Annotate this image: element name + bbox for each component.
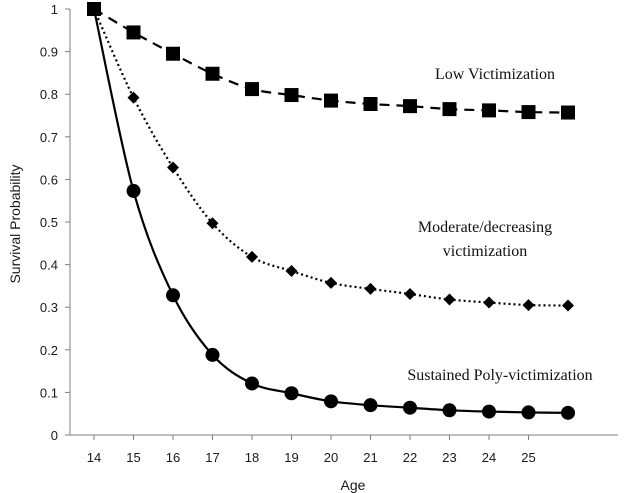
- y-tick-label: 0.5: [40, 215, 58, 230]
- data-point-diamond: [483, 296, 495, 309]
- series-2: [88, 3, 574, 312]
- y-tick-label: 0.1: [40, 385, 58, 400]
- data-point-circle: [561, 405, 575, 420]
- x-tick-label: 20: [324, 450, 338, 465]
- x-tick-label: 25: [521, 450, 535, 465]
- data-point-circle: [363, 398, 378, 413]
- data-point-diamond: [325, 276, 337, 289]
- series-label-line: Moderate/decreasing: [418, 219, 552, 236]
- x-tick-label: 16: [166, 450, 180, 465]
- data-point-diamond: [285, 264, 298, 277]
- data-point-circle: [324, 394, 338, 409]
- data-point-diamond: [404, 287, 416, 300]
- data-point-circle: [245, 376, 259, 391]
- series-label-line: Sustained Poly-victimization: [407, 367, 592, 384]
- data-point-circle: [482, 404, 496, 419]
- data-point-square: [482, 103, 496, 118]
- y-tick-label: 0.8: [40, 87, 58, 102]
- series-3: [87, 2, 575, 420]
- series-label-line: Low Victimization: [435, 66, 555, 83]
- x-axis-title: Age: [341, 477, 366, 493]
- data-point-square: [166, 46, 180, 61]
- series-label-line: victimization: [443, 243, 527, 260]
- x-tick-label: 23: [442, 450, 456, 465]
- data-point-diamond: [167, 161, 179, 174]
- y-tick-label: 1: [51, 2, 58, 17]
- data-point-diamond: [443, 293, 456, 306]
- data-point-diamond: [522, 299, 535, 312]
- y-tick-label: 0.9: [40, 45, 58, 60]
- data-point-square: [403, 99, 417, 114]
- x-tick-label: 14: [87, 450, 101, 465]
- y-tick-label: 0.2: [40, 343, 58, 358]
- y-tick-label: 0.3: [40, 300, 58, 315]
- data-point-diamond: [562, 299, 574, 312]
- series-line: [92, 8, 569, 307]
- y-tick-label: 0.6: [40, 172, 58, 187]
- x-tick-label: 19: [284, 450, 298, 465]
- series-layer: [87, 2, 575, 420]
- data-point-circle: [166, 288, 180, 303]
- series-1: [87, 2, 575, 120]
- x-tick-label: 15: [126, 450, 140, 465]
- y-tick-label: 0.4: [40, 258, 58, 273]
- data-point-square: [205, 66, 220, 81]
- data-point-diamond: [206, 217, 219, 230]
- x-axis-ticks: 14 15 16 17 18 19 20 21 22 23 24 25: [87, 435, 536, 465]
- data-point-circle: [442, 403, 457, 418]
- x-tick-label: 24: [482, 450, 496, 465]
- x-tick-label: 21: [363, 450, 377, 465]
- data-point-square: [284, 88, 299, 103]
- data-point-diamond: [364, 282, 377, 295]
- data-point-square: [126, 25, 141, 40]
- y-tick-label: 0.7: [40, 130, 58, 145]
- data-point-circle: [284, 386, 299, 401]
- series-labels: Low Victimization Moderate/decreasing vict…: [407, 66, 592, 384]
- data-point-square: [363, 96, 378, 111]
- data-point-circle: [403, 400, 417, 415]
- x-tick-label: 18: [245, 450, 259, 465]
- data-point-diamond: [127, 91, 140, 104]
- x-tick-label: 22: [403, 450, 417, 465]
- y-axis-title: Survival Probability: [7, 164, 23, 283]
- y-axis-ticks: 0 0.1 0.2 0.3 0.4 0.5 0.6 0.7 0.8 0.9 1: [40, 2, 70, 443]
- data-point-diamond: [246, 250, 258, 263]
- data-point-circle: [205, 347, 220, 362]
- data-point-square: [324, 93, 338, 108]
- data-point-square: [245, 82, 259, 97]
- data-point-square: [442, 102, 457, 117]
- series-label-1: Low Victimization: [435, 66, 555, 83]
- data-point-circle: [87, 2, 101, 16]
- y-tick-label: 0: [51, 428, 58, 443]
- series-label-2: Moderate/decreasing victimization: [418, 219, 552, 260]
- data-point-square: [521, 105, 536, 120]
- data-point-circle: [521, 405, 536, 420]
- series-label-3: Sustained Poly-victimization: [407, 367, 592, 384]
- x-tick-label: 17: [205, 450, 219, 465]
- data-point-square: [561, 105, 575, 120]
- data-point-circle: [126, 183, 141, 198]
